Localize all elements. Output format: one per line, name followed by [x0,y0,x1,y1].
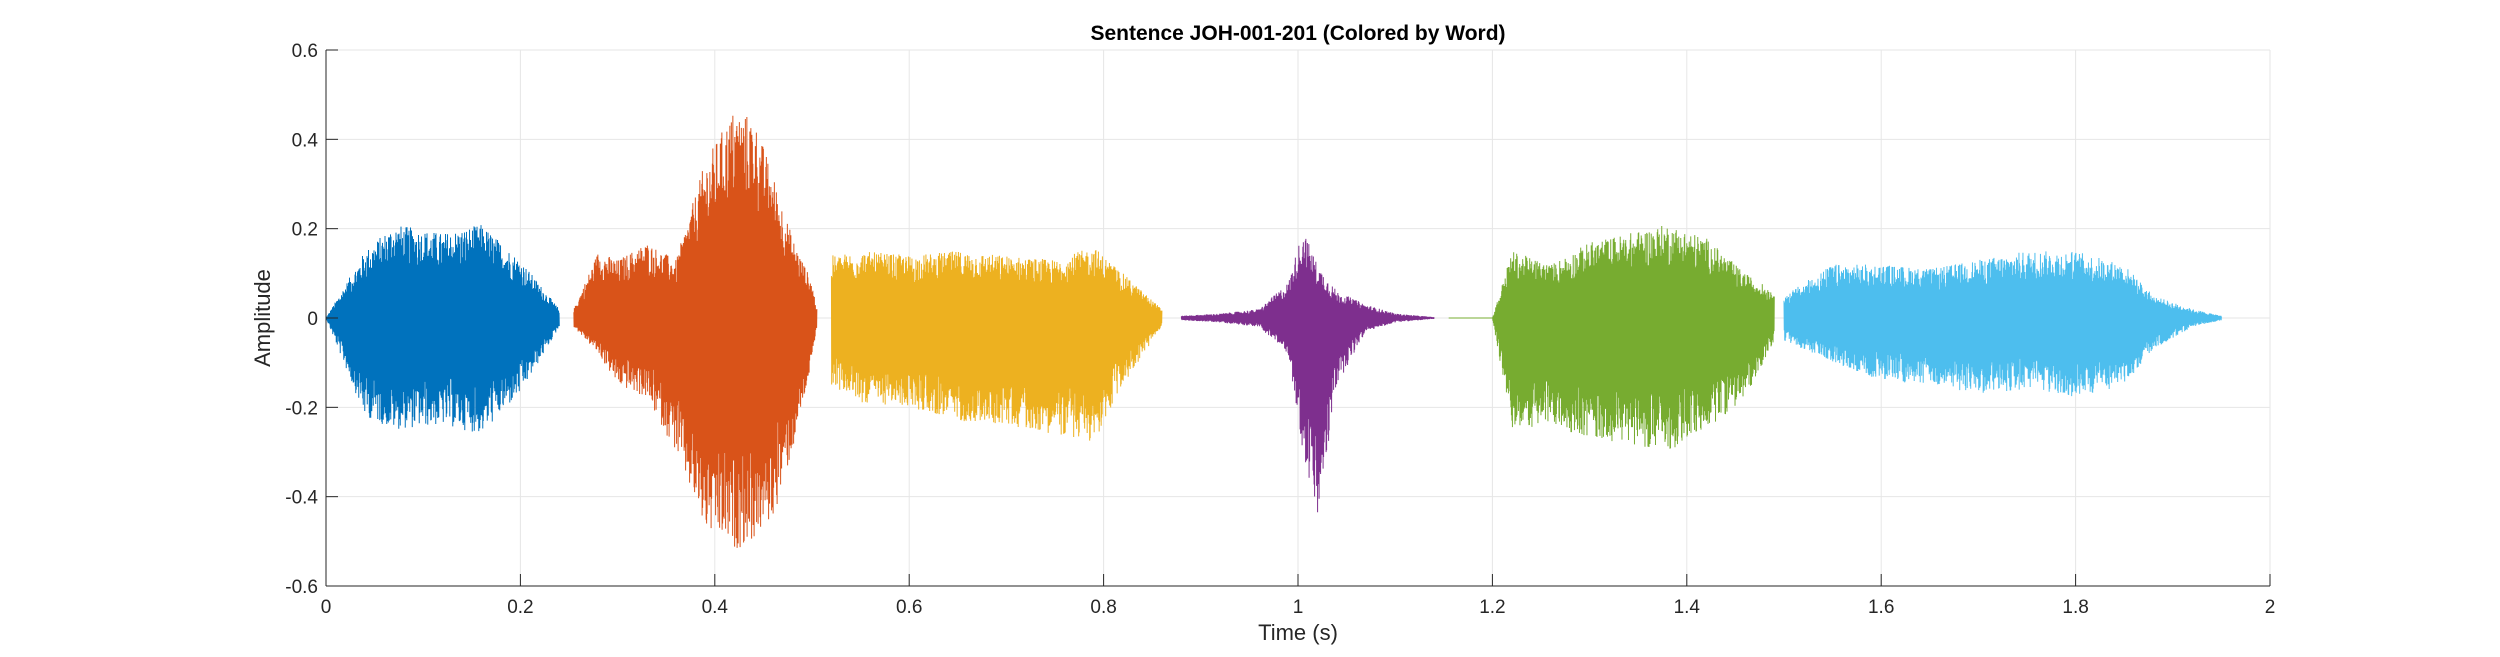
y-tick-label: 0.2 [292,220,318,241]
x-tick-label: 0.6 [896,597,922,618]
x-tick-label: 0.4 [702,597,729,618]
y-tick-label: 0.4 [292,130,319,151]
y-tick-label: 0 [307,309,318,330]
x-tick-label: 1 [1293,597,1304,618]
x-tick-label: 2 [2265,597,2276,618]
x-tick-label: 0 [321,597,332,618]
x-tick-label: 1.8 [2062,597,2088,618]
waveform-series-6 [1783,251,2222,397]
axes [325,49,2271,587]
x-tick-label: 1.6 [1868,597,1894,618]
x-tick-label: 1.2 [1479,597,1505,618]
waveform-series-2 [573,115,818,548]
y-axis-label: Amplitude [250,269,275,367]
y-tick-label: 0.6 [292,41,318,62]
tick-labels: 0 0.2 0.4 0.6 0.8 1 1.2 1.4 1.6 1.8 2 -0.6 -0.4 -0.2 0… [285,41,2275,618]
y-tick-label: -0.4 [285,488,318,509]
y-tick-label: -0.2 [285,398,318,419]
x-tick-label: 0.8 [1090,597,1116,618]
waveform-series-4 [1180,238,1435,513]
chart-title: Sentence JOH-001-201 (Colored by Word) [1090,22,1505,45]
waveform-series-5 [1448,225,1775,449]
y-tick-label: -0.6 [285,577,318,598]
waveform-series [325,115,2222,548]
x-tick-label: 0.2 [507,597,533,618]
waveform-series-1 [325,225,560,432]
x-tick-label: 1.4 [1674,597,1701,618]
waveform-series-3 [830,250,1163,441]
x-axis-label: Time (s) [1258,620,1338,645]
